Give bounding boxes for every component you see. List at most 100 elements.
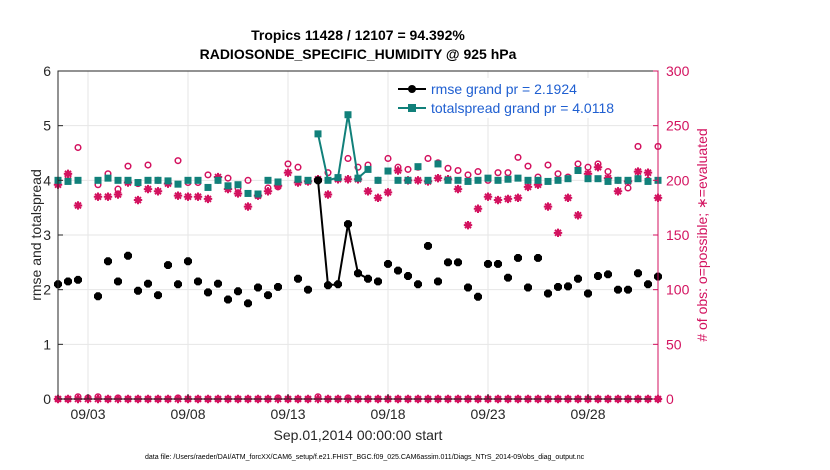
rmse-marker — [414, 280, 422, 289]
obs-possible-marker — [74, 143, 82, 152]
obs-evaluated-marker — [243, 202, 253, 211]
obs-evaluated-marker — [503, 194, 513, 204]
y-axis-right: 0 50 100 150 200 250 300 — [653, 63, 690, 407]
rmse-marker — [514, 254, 522, 262]
totalspread-marker — [574, 166, 582, 174]
rmse-marker — [314, 176, 322, 185]
obs-possible-marker — [284, 160, 292, 168]
obs-evaluated-marker — [433, 173, 443, 183]
obs-evaluated-marker — [473, 204, 483, 213]
y-left-tick-label: 1 — [43, 336, 51, 352]
totalspread-marker — [304, 176, 312, 184]
x-tick-label: 09/13 — [270, 406, 305, 422]
obs-possible-marker — [354, 163, 362, 171]
totalspread-marker — [374, 176, 382, 184]
y-left-tick-label: 2 — [43, 282, 51, 298]
obs-possible-marker — [524, 162, 532, 170]
rmse-marker — [354, 269, 362, 278]
obs-possible-marker — [464, 171, 472, 179]
rmse-marker — [184, 257, 192, 266]
rmse-marker — [534, 254, 542, 262]
rmse-marker — [364, 274, 372, 283]
rmse-marker — [274, 283, 282, 291]
obs-evaluated-marker — [343, 175, 353, 184]
legend-totalspread-label: totalspread grand pr = 4.0118 — [431, 100, 614, 116]
rmse-marker — [624, 285, 632, 294]
obs-evaluated-marker — [273, 181, 283, 190]
rmse-marker — [634, 269, 642, 278]
rmse-marker — [224, 295, 232, 304]
obs-evaluated-marker — [73, 201, 83, 210]
obs-possible-marker — [384, 154, 392, 163]
y-left-tick-label: 5 — [43, 118, 51, 134]
rmse-marker — [454, 258, 462, 267]
rmse-marker — [574, 274, 582, 283]
legend: rmse grand pr = 2.1924 totalspread grand… — [394, 78, 656, 118]
totalspread-marker — [594, 175, 602, 183]
y-right-tick-label: 200 — [666, 172, 690, 188]
totalspread-marker — [564, 175, 572, 183]
obs-evaluated-marker — [543, 202, 553, 211]
rmse-marker — [154, 291, 162, 300]
obs-evaluated-marker — [483, 192, 493, 201]
totalspread-marker — [534, 176, 542, 184]
obs-evaluated-marker — [153, 187, 163, 196]
obs-evaluated-marker — [203, 194, 213, 204]
totalspread-marker — [64, 177, 72, 185]
totalspread-marker — [194, 176, 202, 184]
obs-evaluated-marker — [613, 187, 623, 196]
totalspread-marker — [354, 174, 362, 182]
totalspread-marker — [184, 176, 192, 184]
rmse-marker — [344, 220, 352, 228]
x-tick-label: 09/28 — [570, 406, 605, 422]
rmse-marker — [254, 283, 262, 292]
y-axis-left-label: rmse and totalspread — [28, 169, 44, 301]
totalspread-marker — [154, 176, 162, 184]
y-left-tick-label: 6 — [43, 63, 51, 79]
rmse-marker — [544, 289, 552, 298]
rmse-marker — [214, 279, 222, 288]
obs-evaluated-marker — [373, 193, 383, 203]
totalspread-marker — [244, 189, 252, 197]
rmse-marker — [384, 260, 392, 268]
rmse-marker — [144, 279, 152, 288]
totalspread-marker — [604, 177, 612, 185]
totalspread-marker — [334, 174, 342, 182]
rmse-marker — [604, 270, 612, 279]
totalspread-marker — [474, 176, 482, 184]
obs-possible-marker — [294, 163, 302, 171]
totalspread-marker — [74, 176, 82, 184]
obs-possible-marker — [494, 169, 502, 177]
totalspread-marker — [464, 177, 472, 185]
obs-evaluated-marker — [183, 192, 193, 201]
rmse-marker — [134, 286, 142, 295]
rmse-marker — [194, 277, 202, 286]
obs-evaluated-marker — [143, 184, 153, 194]
obs-evaluated-marker — [413, 176, 423, 185]
obs-possible-marker — [204, 171, 212, 179]
rmse-marker — [374, 277, 382, 286]
obs-evaluated-marker — [103, 192, 113, 201]
x-tick-label: 09/03 — [70, 406, 105, 422]
rmse-marker — [584, 289, 592, 298]
obs-possible-marker — [224, 174, 232, 182]
legend-rmse-marker — [408, 85, 416, 93]
totalspread-marker — [264, 176, 272, 184]
totalspread-marker — [94, 176, 102, 184]
totalspread-marker — [174, 180, 182, 188]
totalspread-marker — [344, 111, 352, 119]
obs-evaluated-marker — [63, 169, 73, 178]
totalspread-marker — [434, 160, 442, 168]
series-layer — [54, 111, 662, 308]
totalspread-marker — [614, 176, 622, 184]
rmse-marker — [554, 283, 562, 291]
obs-possible-marker — [504, 169, 512, 177]
y-axis-right-label: # of obs: o=possible; ∗=evaluated — [694, 128, 710, 341]
totalspread-marker — [494, 176, 502, 184]
rmse-marker — [324, 281, 332, 290]
totalspread-marker — [204, 183, 212, 191]
totalspread-marker — [224, 182, 232, 190]
y-left-tick-label: 3 — [43, 227, 51, 243]
rmse-marker — [64, 277, 72, 286]
obs-possible-marker — [634, 142, 642, 150]
